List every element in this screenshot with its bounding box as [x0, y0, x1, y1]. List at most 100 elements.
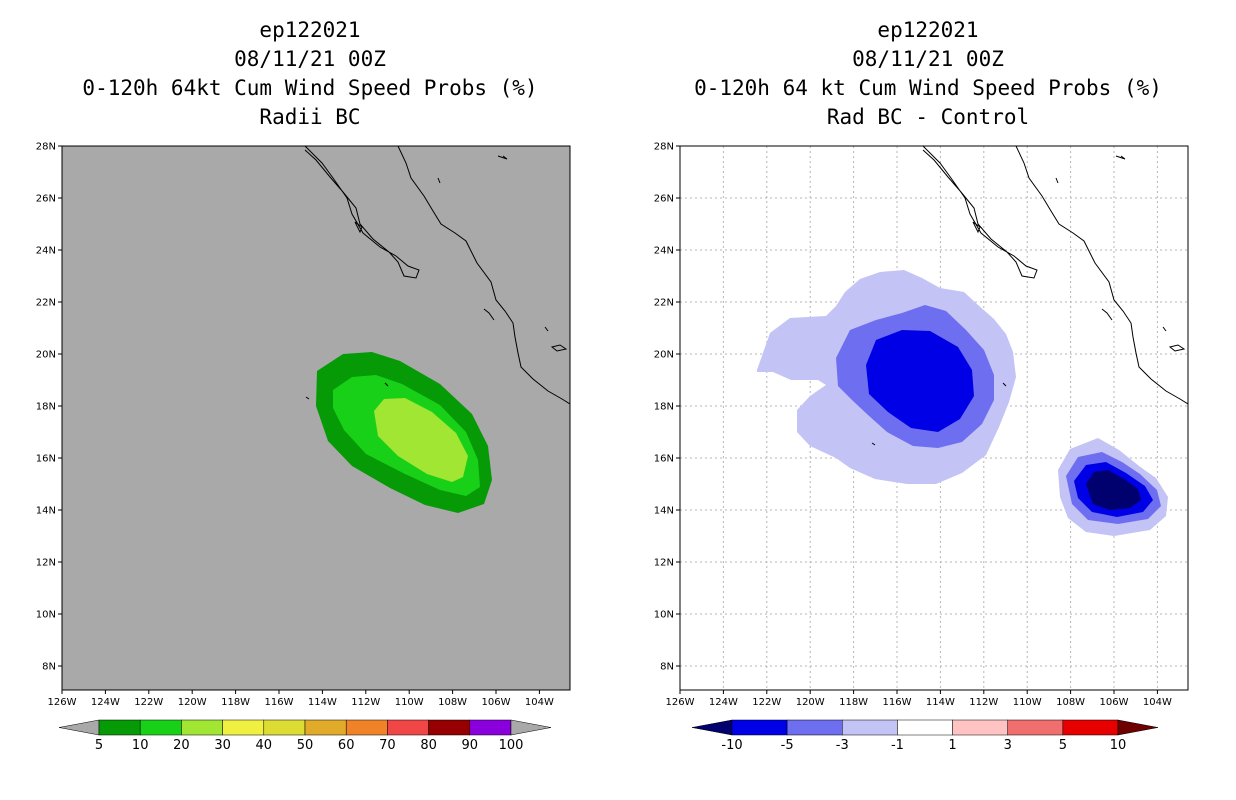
colorbar-swatch [222, 719, 265, 736]
colorbar-label: 40 [256, 738, 273, 753]
colorbar-swatch [263, 719, 306, 736]
right-map-panel: 28N 26N 24N 22N 20N 18N 16N 14N 12N 10N 8N 126W 124… [654, 142, 1189, 753]
lat-tick-label: 8N [42, 662, 56, 673]
right-difference-contours [757, 270, 1168, 536]
lon-tick-label: 118W [839, 697, 868, 708]
lat-tick-label: 20N [654, 350, 674, 361]
right-date: 08/11/21 00Z [852, 47, 1004, 71]
lon-tick-label: 124W [91, 697, 120, 708]
lon-tick-label: 118W [221, 697, 250, 708]
colorbar-label: 5 [95, 738, 103, 753]
colorbar-over-triangle [1117, 719, 1159, 736]
right-product-title: 0-120h 64 kt Cum Wind Speed Probs (%) [694, 76, 1162, 100]
lat-tick-label: 22N [654, 298, 674, 309]
colorbar-swatch [1007, 719, 1064, 736]
colorbar-swatch [98, 719, 141, 736]
lat-tick-label: 22N [36, 298, 56, 309]
colorbar-label: 30 [214, 738, 231, 753]
lon-tick-label: 108W [1056, 697, 1085, 708]
right-coastline [871, 146, 1188, 446]
colorbar-swatch [897, 719, 953, 736]
colorbar-swatch [139, 719, 182, 736]
lat-tick-label: 20N [36, 350, 56, 361]
lon-tick-label: 126W [666, 697, 695, 708]
lat-tick-label: 10N [654, 610, 674, 621]
lon-tick-label: 108W [438, 697, 467, 708]
colorbar-label: 100 [499, 738, 524, 753]
colorbar-swatch [842, 719, 898, 736]
left-probability-contours [316, 352, 492, 513]
left-storm-id: ep122021 [259, 18, 361, 42]
lat-tick-label: 28N [36, 142, 56, 153]
lon-tick-label: 124W [709, 697, 738, 708]
lat-tick-label: 12N [36, 558, 56, 569]
lat-tick-label: 18N [654, 402, 674, 413]
left-subtitle: Radii BC [259, 105, 361, 129]
lat-tick-label: 18N [36, 402, 56, 413]
colorbar-label: 70 [379, 738, 396, 753]
colorbar-label: -3 [836, 738, 849, 753]
left-map-panel: 28N 26N 24N 22N 20N 18N 16N 14N 12N 10N 8N 126W 124… [36, 142, 571, 753]
right-title: ep122021 08/11/21 00Z 0-120h 64 kt Cum W… [648, 16, 1208, 132]
colorbar-swatch [786, 719, 843, 736]
colorbar-label: -5 [781, 738, 794, 753]
colorbar-swatch [1062, 719, 1119, 736]
left-date: 08/11/21 00Z [234, 47, 386, 71]
lon-tick-label: 122W [752, 697, 781, 708]
left-colorbar: 5 10 20 30 40 50 60 70 80 90 100 [58, 719, 552, 753]
lon-tick-label: 116W [265, 697, 294, 708]
lat-tick-label: 26N [654, 194, 674, 205]
right-lat-ticks: 28N 26N 24N 22N 20N 18N 16N 14N 12N 10N 8N [654, 142, 680, 673]
left-lon-ticks: 126W 124W 122W 120W 118W 116W 114W 112W 110W 108W… [48, 690, 554, 708]
colorbar-label: 90 [462, 738, 479, 753]
colorbar-swatch [304, 719, 347, 736]
lat-tick-label: 26N [36, 194, 56, 205]
lat-tick-label: 28N [654, 142, 674, 153]
right-subtitle: Rad BC - Control [826, 105, 1030, 129]
right-colorbar: -10 -5 -3 -1 1 3 5 10 [691, 719, 1159, 753]
colorbar-label: 50 [297, 738, 314, 753]
lat-tick-label: 14N [654, 506, 674, 517]
colorbar-swatch [731, 719, 788, 736]
right-map-frame [679, 145, 1189, 691]
colorbar-swatch [469, 719, 512, 736]
lat-tick-label: 12N [654, 558, 674, 569]
left-product-title: 0-120h 64kt Cum Wind Speed Probs (%) [82, 76, 538, 100]
colorbar-label: 5 [1059, 738, 1067, 753]
lon-tick-label: 112W [351, 697, 380, 708]
colorbar-swatch [387, 719, 429, 736]
lon-tick-label: 110W [395, 697, 424, 708]
lon-tick-label: 120W [178, 697, 207, 708]
colorbar-under-triangle [58, 719, 100, 736]
left-lat-ticks: 28N 26N 24N 22N 20N 18N 16N 14N 12N 10N 8N [36, 142, 62, 673]
right-contour-neg10-east [1086, 470, 1141, 510]
colorbar-label: 10 [132, 738, 149, 753]
lat-tick-label: 8N [660, 662, 674, 673]
lat-tick-label: 16N [654, 454, 674, 465]
lat-tick-label: 24N [654, 246, 674, 257]
lon-tick-label: 104W [525, 697, 554, 708]
colorbar-swatch [428, 719, 471, 736]
lon-tick-label: 120W [796, 697, 825, 708]
colorbar-swatch [952, 719, 1008, 736]
left-contour-20 [374, 398, 468, 482]
colorbar-label: 80 [420, 738, 437, 753]
lon-tick-label: 110W [1013, 697, 1042, 708]
lat-tick-label: 16N [36, 454, 56, 465]
colorbar-under-triangle [691, 719, 733, 736]
colorbar-label: -10 [721, 738, 742, 753]
lon-tick-label: 114W [926, 697, 955, 708]
lon-tick-label: 112W [969, 697, 998, 708]
lon-tick-label: 122W [134, 697, 163, 708]
colorbar-label: -1 [891, 738, 904, 753]
right-lon-ticks: 126W 124W 122W 120W 118W 116W 114W 112W 110W 108W… [666, 690, 1172, 708]
right-storm-id: ep122021 [877, 18, 979, 42]
colorbar-label: 60 [338, 738, 355, 753]
lon-tick-label: 104W [1143, 697, 1172, 708]
colorbar-swatch [345, 719, 388, 736]
colorbar-label: 3 [1004, 738, 1012, 753]
colorbar-label: 10 [1110, 738, 1127, 753]
lon-tick-label: 126W [48, 697, 77, 708]
left-coastline [304, 146, 570, 405]
